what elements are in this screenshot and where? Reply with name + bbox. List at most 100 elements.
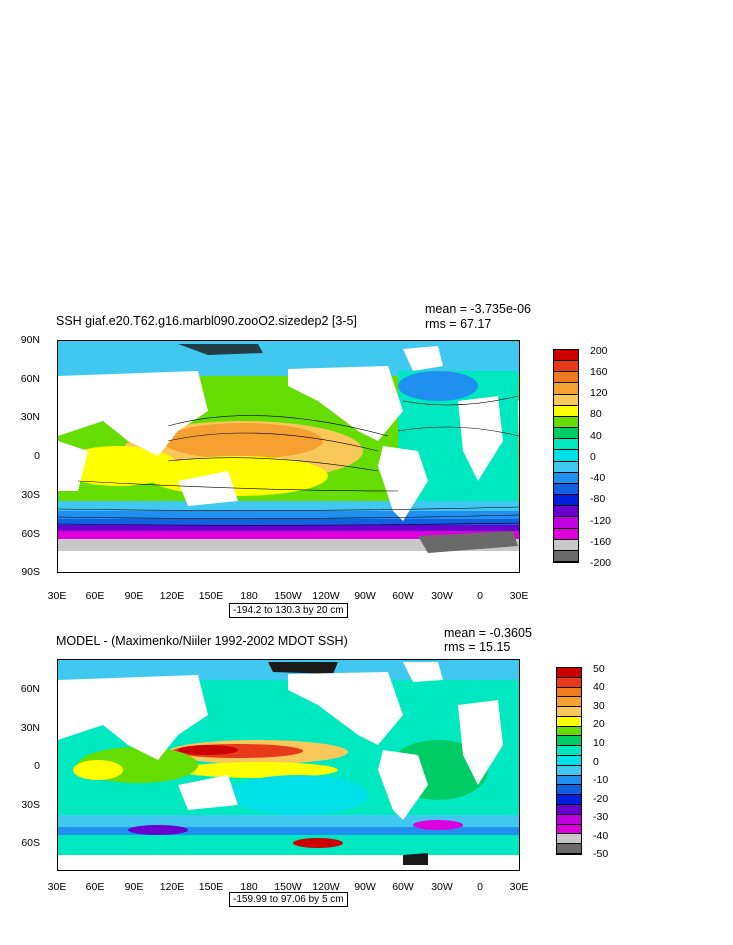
panel2-xtick: 150W <box>274 881 302 893</box>
colorbar-swatch <box>557 668 581 678</box>
colorbar-swatch <box>557 844 581 854</box>
panel1-range-label: -194.2 to 130.3 by 20 cm <box>229 603 348 618</box>
panel1-ytick: 30S <box>21 489 40 501</box>
panel1-xtick: 150E <box>198 590 224 602</box>
colorbar-swatch <box>557 765 581 776</box>
panel2-colorbar-label: -50 <box>593 848 609 860</box>
panel1-ytick: 30N <box>20 411 40 423</box>
panel2-colorbar-label: -30 <box>593 811 609 823</box>
panel2-colorbar-label: -40 <box>593 830 609 842</box>
panel2-ytick: 30N <box>20 722 40 734</box>
panel1-ytick: 60S <box>21 528 40 540</box>
panel1-xtick: 60E <box>85 590 105 602</box>
colorbar-swatch <box>554 450 578 462</box>
colorbar-swatch <box>554 461 578 473</box>
panel2-ytick: 60S <box>21 837 40 849</box>
panel2-xtick: 30W <box>431 881 453 893</box>
panel1-rms: rms = 67.17 <box>425 317 492 331</box>
panel1-xtick: 150W <box>274 590 302 602</box>
colorbar-swatch <box>557 746 581 757</box>
colorbar-swatch <box>554 472 578 484</box>
panel1-xtick: 90E <box>124 590 144 602</box>
colorbar-swatch <box>554 539 578 551</box>
panel2-map <box>57 659 520 871</box>
panel2-xtick: 90E <box>124 881 144 893</box>
colorbar-swatch <box>554 361 578 373</box>
colorbar-swatch <box>557 824 581 835</box>
colorbar-swatch <box>557 785 581 796</box>
panel2-colorbar-label: 40 <box>593 681 605 693</box>
colorbar-swatch <box>557 775 581 786</box>
colorbar-swatch <box>557 707 581 717</box>
panel1-xtick: 30E <box>47 590 67 602</box>
panel1-colorbar-label: -160 <box>590 536 612 548</box>
panel2-colorbar-label: 30 <box>593 700 605 712</box>
panel1-xtick: 90W <box>354 590 376 602</box>
panel2-ytick: 30S <box>21 799 40 811</box>
colorbar-swatch <box>557 726 581 737</box>
colorbar-swatch <box>554 416 578 429</box>
colorbar-swatch <box>554 517 578 529</box>
colorbar-swatch <box>554 372 578 384</box>
panel2-colorbar <box>556 667 582 855</box>
colorbar-swatch <box>554 439 578 451</box>
colorbar-swatch <box>554 528 578 540</box>
colorbar-swatch <box>554 506 578 518</box>
panel1-ytick: 0 <box>34 450 40 462</box>
panel2-xtick: 30E <box>509 881 529 893</box>
panel2-xtick: 90W <box>354 881 376 893</box>
panel2-colorbar-label: 0 <box>593 756 599 768</box>
colorbar-swatch <box>554 394 578 406</box>
panel1-colorbar-label: -200 <box>590 557 612 569</box>
panel1-colorbar-label: 120 <box>590 387 608 399</box>
panel1-colorbar-label: 80 <box>590 408 602 420</box>
panel1-xtick: 30W <box>431 590 453 602</box>
panel2-colorbar-label: -20 <box>593 793 609 805</box>
panel1-colorbar-label: -80 <box>590 493 606 505</box>
colorbar-swatch <box>557 795 581 805</box>
panel1-ytick: 90N <box>20 334 40 346</box>
panel2-xtick: 60W <box>392 881 414 893</box>
colorbar-swatch <box>554 428 578 440</box>
panel2-ytick: 60N <box>20 683 40 695</box>
colorbar-swatch <box>554 383 578 395</box>
panel1-map-field <box>58 341 519 572</box>
panel2-xtick: 180 <box>240 881 258 893</box>
colorbar-swatch <box>557 697 581 708</box>
panel1-colorbar-label: -40 <box>590 472 606 484</box>
panel2-xtick: 150E <box>198 881 224 893</box>
panel2-colorbar-label: -10 <box>593 774 609 786</box>
panel1-title: SSH giaf.e20.T62.g16.marbl090.zooO2.size… <box>56 314 357 328</box>
colorbar-swatch <box>557 716 581 727</box>
panel1-mean: mean = -3.735e-06 <box>425 302 531 316</box>
panel1-xtick: 180 <box>240 590 258 602</box>
panel1-xtick: 30E <box>509 590 529 602</box>
panel2-ytick: 0 <box>34 760 40 772</box>
panel2-rms: rms = 15.15 <box>444 640 511 654</box>
panel1-ytick: 90S <box>21 566 40 578</box>
colorbar-swatch <box>554 350 578 362</box>
panel2-xtick: 30E <box>47 881 67 893</box>
panel1-colorbar-label: 160 <box>590 366 608 378</box>
panel2-title: MODEL - (Maximenko/Niiler 1992-2002 MDOT… <box>56 634 348 648</box>
panel2-xtick: 60E <box>85 881 105 893</box>
panel1-xtick: 0 <box>477 590 483 602</box>
panel1-xtick: 120E <box>159 590 185 602</box>
panel1-colorbar <box>553 349 579 563</box>
panel1-xtick: 60W <box>392 590 414 602</box>
colorbar-swatch <box>557 834 581 845</box>
colorbar-swatch <box>557 736 581 747</box>
panel2-xtick: 120W <box>312 881 340 893</box>
panel2-colorbar-label: 20 <box>593 718 605 730</box>
colorbar-swatch <box>557 756 581 766</box>
colorbar-swatch <box>557 677 581 688</box>
colorbar-swatch <box>554 495 578 507</box>
panel1-xtick: 120W <box>312 590 340 602</box>
panel2-colorbar-label: 10 <box>593 737 605 749</box>
panel1-map <box>57 340 520 573</box>
panel1-colorbar-label: 40 <box>590 430 602 442</box>
panel2-mean: mean = -0.3605 <box>444 626 532 640</box>
colorbar-swatch <box>557 804 581 815</box>
panel1-colorbar-label: 200 <box>590 345 608 357</box>
colorbar-swatch <box>557 814 581 825</box>
